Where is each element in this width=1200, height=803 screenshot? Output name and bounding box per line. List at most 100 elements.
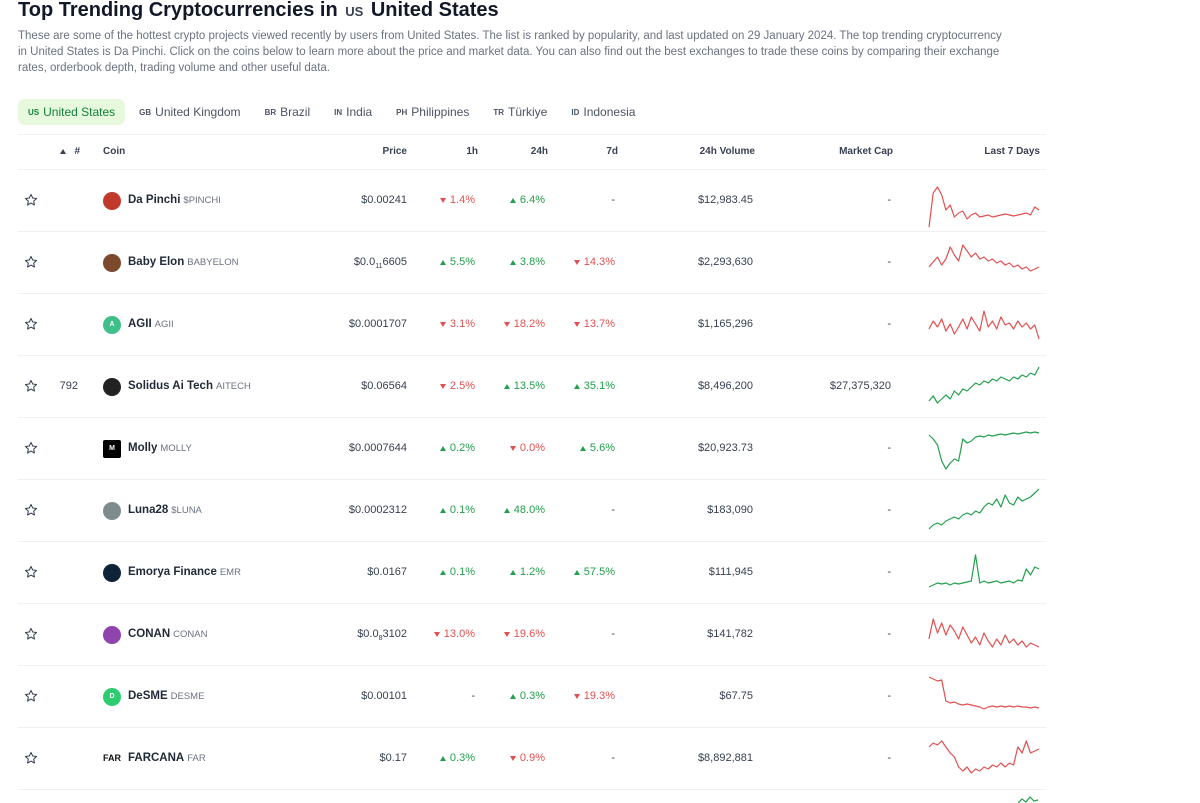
coin-link[interactable]: M Molly MOLLY: [103, 418, 192, 479]
change-value: 1.2%: [519, 566, 545, 578]
coin-market-cap: -: [887, 442, 891, 454]
star-icon[interactable]: [24, 627, 38, 641]
tab-philippines[interactable]: PH Philippines: [386, 99, 479, 125]
coin-name: Solidus Ai Tech: [128, 380, 213, 392]
header-7d[interactable]: 7d: [606, 146, 618, 157]
header-coin[interactable]: Coin: [103, 146, 126, 157]
coin-link[interactable]: D DeSME DESME: [103, 666, 204, 727]
coin-price: $0.17: [379, 752, 407, 764]
header-market-cap[interactable]: Market Cap: [839, 146, 893, 157]
sort-icon[interactable]: [60, 135, 80, 169]
tab-united-kingdom[interactable]: GB United Kingdom: [129, 99, 250, 125]
star-icon[interactable]: [24, 503, 38, 517]
table-row[interactable]: Emorya Finance EMR $0.0167 0.1% 1.2% 57.5% $11…: [18, 542, 1046, 604]
tab-label: Türkiye: [508, 105, 548, 119]
change-value: -: [611, 194, 615, 206]
coin-market-cap: -: [887, 628, 891, 640]
star-icon[interactable]: [24, 193, 38, 207]
arrow-down-icon: [503, 631, 510, 637]
coin-link[interactable]: Da Pinchi $PINCHI: [103, 170, 221, 231]
coin-market-cap: -: [887, 318, 891, 330]
coin-rank: [48, 170, 78, 231]
table-row[interactable]: Baby Elon BABYELON $0.0116605 5.5% 3.8% 14.3%…: [18, 232, 1046, 294]
table-row[interactable]: CONAN CONAN $0.083102 13.0% 19.6% - $141,782 -: [18, 604, 1046, 666]
star-icon[interactable]: [24, 565, 38, 579]
tab-indonesia[interactable]: ID Indonesia: [561, 99, 645, 125]
coin-volume: $141,782: [707, 628, 753, 640]
sparkline-series: [928, 244, 1040, 272]
coin-market-cap: -: [887, 504, 891, 516]
h1-change: 0.1%: [415, 480, 475, 541]
coin-price: $0.00241: [361, 194, 407, 206]
h1-change: 2.5%: [415, 356, 475, 417]
change-value: 35.1%: [583, 380, 615, 392]
tab-label: Brazil: [280, 105, 311, 119]
table-row[interactable]: M Molly MOLLY $0.0007644 0.2% 0.0% 5.6% $20,923…: [18, 418, 1046, 480]
coin-link[interactable]: Baby Elon BABYELON: [103, 232, 238, 293]
d7-change: -: [555, 604, 615, 665]
tab-brazil[interactable]: BR Brazil: [255, 99, 321, 125]
coin-link[interactable]: CONAN CONAN: [103, 604, 207, 665]
star-icon[interactable]: [24, 379, 38, 393]
arrow-down-icon: [433, 631, 440, 637]
table-row[interactable]: FAR FARCANA FAR $0.17 0.3% 0.9% - $8,892,881-: [18, 728, 1046, 790]
coin-link[interactable]: Luna28 $LUNA: [103, 480, 202, 541]
tab-united-states[interactable]: US United States: [18, 99, 126, 125]
coin-symbol: DESME: [170, 691, 205, 702]
coin-link[interactable]: FAR FARCANA FAR: [103, 728, 206, 789]
header-price[interactable]: Price: [382, 146, 407, 157]
coin-logo-icon: FAR: [103, 753, 121, 763]
price-zero-count: 11: [375, 263, 383, 271]
star-icon[interactable]: [24, 317, 38, 331]
coin-link[interactable]: Emorya Finance EMR: [103, 542, 241, 603]
coin-market-cap: -: [887, 194, 891, 206]
sparkline-chart: [928, 310, 1040, 340]
table-row[interactable]: D DeSME DESME $0.00101 - 0.3% 19.3% $67.75 -: [18, 666, 1046, 728]
header-1h[interactable]: 1h: [466, 146, 478, 157]
d7-change: -: [555, 170, 615, 231]
trending-coins-table: # Coin Price 1h 24h 7d 24h Volume Market…: [18, 134, 1046, 790]
change-value: -: [611, 504, 615, 516]
star-icon[interactable]: [24, 441, 38, 455]
coin-price: $0.083102: [318, 604, 407, 665]
table-row[interactable]: Luna28 $LUNA $0.0002312 0.1% 48.0% - $183,090 -: [18, 480, 1046, 542]
tab-label: United States: [43, 105, 116, 119]
table-row[interactable]: Da Pinchi $PINCHI $0.00241 1.4% 6.4% - $12,983…: [18, 170, 1046, 232]
header-24h[interactable]: 24h: [530, 146, 548, 157]
coin-name: CONAN: [128, 628, 171, 640]
coin-link[interactable]: A AGII AGII: [103, 294, 174, 355]
change-value: 18.2%: [513, 318, 545, 330]
star-icon[interactable]: [24, 689, 38, 703]
arrow-up-icon: [503, 383, 510, 389]
change-value: 6.4%: [519, 194, 545, 206]
arrow-up-icon: [509, 693, 516, 699]
table-row[interactable]: 792 Solidus Ai Tech AITECH $0.06564 2.5% 13.5…: [18, 356, 1046, 418]
coin-logo-icon: [103, 563, 121, 582]
h24-change: 18.2%: [485, 294, 545, 355]
star-icon[interactable]: [24, 255, 38, 269]
header-rank[interactable]: #: [74, 146, 80, 157]
header-24h-volume[interactable]: 24h Volume: [699, 146, 755, 157]
tab-label: India: [346, 105, 373, 119]
coin-volume: $67.75: [719, 690, 753, 702]
arrow-down-icon: [573, 259, 580, 265]
price-prefix: $0.0: [353, 256, 376, 268]
coin-link[interactable]: Solidus Ai Tech AITECH: [103, 356, 251, 417]
coin-name: AGII: [128, 318, 152, 330]
coin-logo-icon: [103, 191, 121, 210]
h1-change: -: [415, 666, 475, 727]
coin-symbol: AGII: [154, 319, 174, 330]
change-value: 13.0%: [443, 628, 475, 640]
change-value: 5.6%: [589, 442, 615, 454]
tab-india[interactable]: IN India: [324, 99, 382, 125]
star-icon[interactable]: [24, 751, 38, 765]
h24-change: 0.3%: [485, 666, 545, 727]
table-row[interactable]: A AGII AGII $0.0001707 3.1% 18.2% 13.7% $1,165,…: [18, 294, 1046, 356]
d7-change: 14.3%: [555, 232, 615, 293]
tab-t-rkiye[interactable]: TR Türkiye: [483, 99, 557, 125]
coin-logo-icon: D: [103, 687, 121, 706]
coin-rank: [48, 728, 78, 789]
d7-change: 5.6%: [555, 418, 615, 479]
tab-label: Indonesia: [583, 105, 636, 119]
h1-change: 13.0%: [415, 604, 475, 665]
